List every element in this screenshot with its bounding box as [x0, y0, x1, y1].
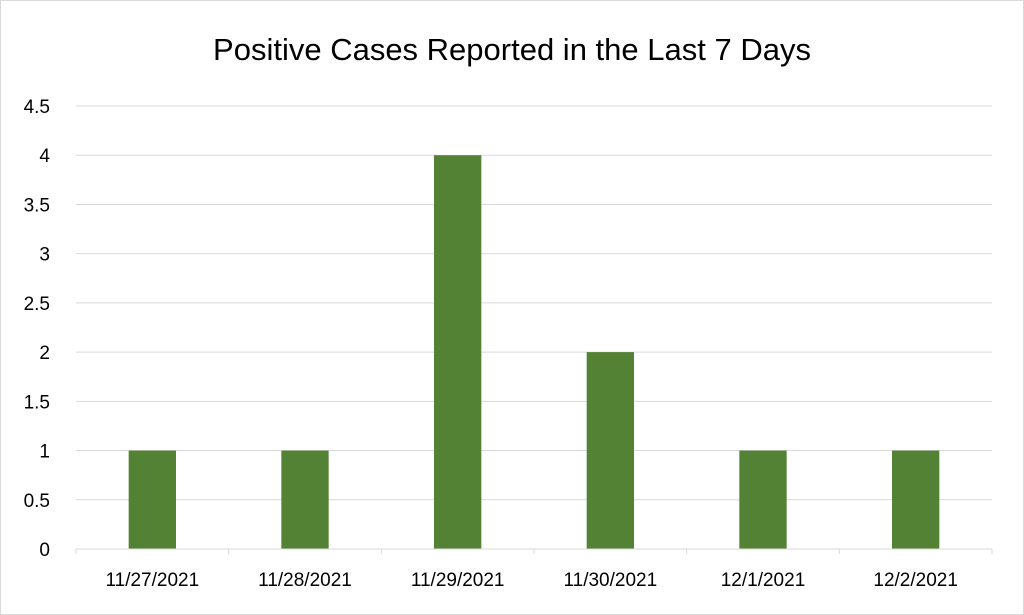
bars: [128, 155, 940, 549]
y-tick-label: 0.5: [24, 491, 50, 512]
bar: [586, 352, 634, 549]
gridlines: [76, 105, 992, 501]
bar: [281, 450, 329, 549]
y-tick-label: 0: [39, 540, 50, 561]
x-tick-label: 12/2/2021: [873, 570, 958, 591]
y-tick-label: 1.5: [24, 392, 50, 413]
chart-title: Positive Cases Reported in the Last 7 Da…: [213, 32, 811, 67]
y-axis-ticks: 0 0.5 1 1.5 2 2.5 3 3.5 4 4.5: [24, 97, 51, 561]
x-axis-ticks: 11/27/2021 11/28/2021 11/29/2021 11/30/2021…: [105, 570, 957, 591]
y-tick-label: 3.5: [24, 195, 50, 216]
y-tick-label: 4.5: [24, 97, 50, 118]
bar: [892, 450, 940, 549]
bar: [128, 450, 176, 549]
y-tick-label: 2: [39, 343, 50, 364]
y-tick-label: 1: [39, 442, 50, 463]
y-tick-label: 2.5: [24, 294, 50, 315]
bar: [434, 155, 482, 549]
bar: [739, 450, 787, 549]
x-tick-label: 11/28/2021: [258, 570, 352, 591]
y-tick-label: 4: [39, 146, 50, 167]
x-axis: [75, 548, 993, 554]
y-tick-label: 3: [39, 245, 50, 266]
x-tick-label: 11/30/2021: [563, 570, 657, 591]
x-tick-label: 11/27/2021: [105, 570, 199, 591]
x-tick-label: 12/1/2021: [721, 570, 806, 591]
x-tick-label: 11/29/2021: [411, 570, 505, 591]
